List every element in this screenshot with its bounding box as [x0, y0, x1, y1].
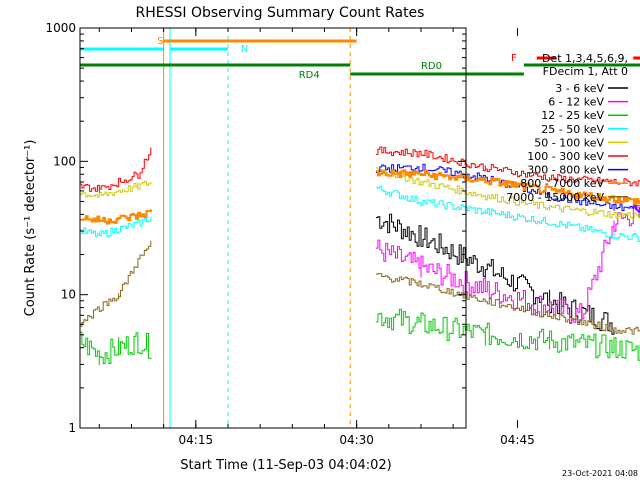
series-4-segment-0 [80, 180, 152, 198]
legend-label-6: 300 - 800 keV [527, 164, 604, 177]
flag-bar-0 [80, 47, 164, 51]
series-1-segment-0 [375, 203, 640, 323]
flag-bar-1 [170, 47, 228, 51]
series-7-segment-0 [80, 209, 152, 225]
flag-bar-4 [80, 63, 351, 67]
series-0-segment-0 [375, 213, 615, 335]
y-tick-label-0: 1 [68, 421, 76, 435]
legend-label-2: 12 - 25 keV [541, 109, 604, 122]
series-2-segment-1 [375, 308, 640, 361]
flag-bars: S N F RD0 RD4 [80, 36, 640, 81]
x-axis-label: Start Time (11-Sep-03 04:04:02) [180, 458, 391, 473]
y-tick-label-1: 10 [61, 288, 76, 302]
flag-label-rd0: RD0 [421, 61, 442, 72]
date-stamp: 23-Oct-2021 04:08 [562, 469, 638, 478]
plot-frame [79, 27, 467, 429]
flag-label-n: N [241, 44, 248, 55]
series-8-segment-1 [375, 273, 640, 335]
legend-header-0: Det 1,3,4,5,6,9, [542, 52, 628, 65]
series-8-segment-0 [80, 240, 152, 327]
y-tick-label-3: 1000 [45, 21, 76, 35]
series-2-segment-0 [80, 331, 152, 366]
legend-header-1: FDecim 1, Att 0 [543, 65, 628, 78]
legend: Det 1,3,4,5,6,9,FDecim 1, Att 0 3 - 6 keV… [506, 52, 628, 204]
flag-label-f: F [511, 53, 517, 64]
x-tick-label-0: 04:15 [179, 433, 214, 447]
series-5-segment-0 [80, 147, 152, 193]
series-3-segment-0 [80, 216, 152, 237]
y-axis-label: Count Rate (s⁻¹ detector⁻¹) [23, 140, 38, 317]
plot-layer [80, 28, 640, 428]
y-tick-label-2: 100 [53, 154, 76, 168]
chart-title: RHESSI Observing Summary Count Rates [136, 5, 425, 21]
series-3-segment-1 [375, 185, 640, 242]
series-5-segment-1 [375, 146, 640, 187]
flag-bar-9 [536, 56, 557, 60]
legend-label-7: 800 - 7000 keV [520, 177, 604, 190]
legend-label-8: 7000 - 15000 keV [506, 191, 604, 204]
legend-label-0: 3 - 6 keV [555, 82, 604, 95]
x-tick-label-1: 04:30 [339, 433, 374, 447]
x-tick-label-2: 04:45 [500, 433, 535, 447]
series-7-segment-1 [375, 169, 640, 206]
legend-label-4: 50 - 100 keV [534, 136, 604, 149]
flag-bar-3 [163, 39, 357, 43]
series-4-segment-1 [375, 167, 640, 219]
legend-label-1: 6 - 12 keV [548, 96, 604, 109]
flag-bar-10 [633, 56, 640, 60]
flag-bar-5 [350, 72, 524, 76]
flag-bar-6 [523, 63, 640, 67]
legend-label-3: 25 - 50 keV [541, 123, 604, 136]
flag-label-rd4: RD4 [299, 70, 320, 81]
legend-label-5: 100 - 300 keV [527, 150, 604, 163]
flag-label-s: S [157, 36, 163, 47]
